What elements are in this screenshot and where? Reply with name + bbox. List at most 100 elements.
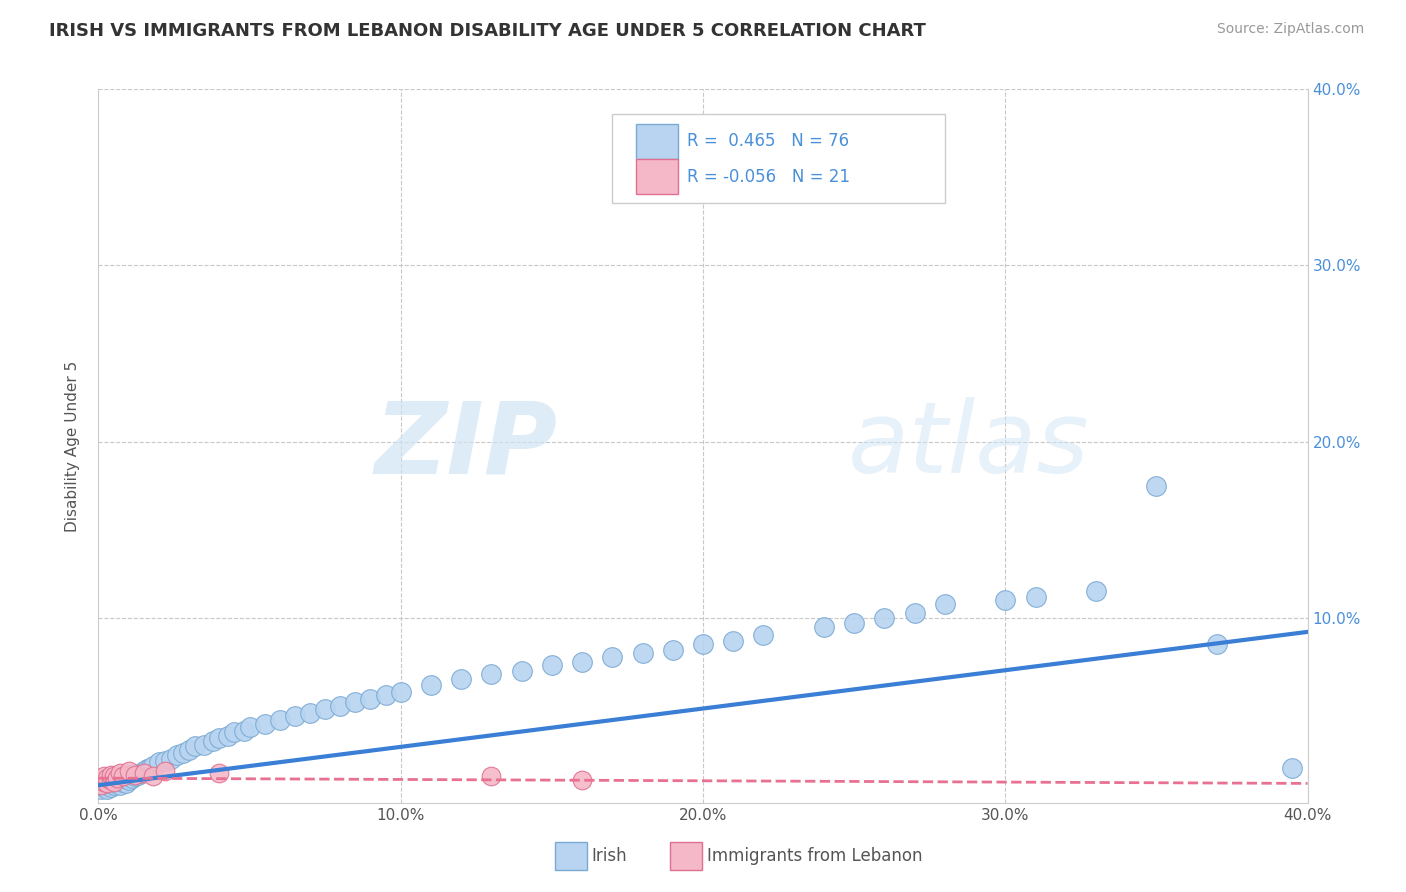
FancyBboxPatch shape	[555, 842, 586, 870]
Point	[1206, 637, 1229, 651]
Point	[344, 695, 367, 709]
Point	[90, 772, 112, 787]
Point	[1085, 584, 1108, 599]
Point	[96, 778, 118, 792]
Point	[202, 734, 225, 748]
Point	[127, 767, 149, 781]
Text: ZIP: ZIP	[375, 398, 558, 494]
Text: Source: ZipAtlas.com: Source: ZipAtlas.com	[1216, 22, 1364, 37]
Point	[184, 739, 207, 754]
Point	[420, 678, 443, 692]
Point	[160, 752, 183, 766]
Point	[93, 780, 115, 794]
Point	[148, 756, 170, 770]
FancyBboxPatch shape	[637, 124, 678, 159]
Point	[934, 597, 956, 611]
Point	[142, 759, 165, 773]
Point	[450, 673, 472, 687]
Point	[631, 646, 654, 660]
Point	[118, 767, 141, 781]
Point	[208, 765, 231, 780]
Text: R = -0.056   N = 21: R = -0.056 N = 21	[688, 168, 851, 186]
Point	[118, 772, 141, 787]
Point	[100, 767, 122, 781]
Point	[360, 691, 382, 706]
Point	[108, 765, 131, 780]
Point	[96, 781, 118, 796]
FancyBboxPatch shape	[613, 114, 945, 203]
Point	[232, 723, 254, 738]
Point	[108, 778, 131, 792]
Point	[224, 725, 246, 739]
Text: IRISH VS IMMIGRANTS FROM LEBANON DISABILITY AGE UNDER 5 CORRELATION CHART: IRISH VS IMMIGRANTS FROM LEBANON DISABIL…	[49, 22, 927, 40]
Point	[118, 764, 141, 778]
Point	[314, 702, 336, 716]
Point	[96, 776, 118, 790]
Point	[93, 774, 115, 789]
Point	[692, 637, 714, 651]
Point	[96, 772, 118, 787]
Point	[132, 765, 155, 780]
Point	[844, 616, 866, 631]
Point	[510, 664, 533, 678]
Point	[1144, 478, 1167, 492]
Point	[132, 764, 155, 778]
Point	[90, 778, 112, 792]
Point	[111, 774, 134, 789]
Point	[90, 781, 112, 796]
Point	[208, 731, 231, 745]
Point	[389, 685, 412, 699]
Point	[153, 764, 176, 778]
Point	[299, 706, 322, 720]
Point	[994, 593, 1017, 607]
Point	[100, 772, 122, 787]
Point	[540, 658, 562, 673]
Point	[121, 771, 143, 785]
Point	[114, 771, 136, 785]
FancyBboxPatch shape	[671, 842, 702, 870]
Point	[723, 633, 745, 648]
Point	[284, 709, 307, 723]
Point	[179, 743, 201, 757]
Point	[114, 776, 136, 790]
Point	[1024, 590, 1046, 604]
Point	[135, 762, 157, 776]
Point	[571, 772, 593, 787]
Point	[111, 769, 134, 783]
Text: Irish: Irish	[592, 847, 627, 864]
Point	[90, 778, 112, 792]
Point	[166, 748, 188, 763]
Point	[100, 776, 122, 790]
Point	[105, 771, 128, 785]
Point	[111, 769, 134, 783]
Point	[103, 774, 125, 789]
Point	[269, 713, 291, 727]
Point	[253, 716, 276, 731]
Point	[124, 767, 146, 781]
Point	[481, 769, 503, 783]
Point	[873, 611, 896, 625]
Point	[172, 747, 194, 761]
Point	[1281, 760, 1303, 774]
Point	[105, 776, 128, 790]
Point	[96, 771, 118, 785]
Point	[239, 720, 262, 734]
Point	[661, 642, 683, 657]
Point	[93, 774, 115, 789]
Point	[108, 772, 131, 787]
Point	[329, 698, 352, 713]
Point	[752, 628, 775, 642]
Point	[93, 769, 115, 783]
Point	[103, 769, 125, 783]
Point	[139, 760, 162, 774]
Point	[571, 655, 593, 669]
Point	[105, 771, 128, 785]
Point	[100, 780, 122, 794]
Point	[904, 606, 927, 620]
Point	[193, 738, 215, 752]
Point	[103, 774, 125, 789]
Text: R =  0.465   N = 76: R = 0.465 N = 76	[688, 132, 849, 150]
Text: Immigrants from Lebanon: Immigrants from Lebanon	[707, 847, 922, 864]
Point	[813, 619, 835, 633]
Point	[129, 765, 152, 780]
